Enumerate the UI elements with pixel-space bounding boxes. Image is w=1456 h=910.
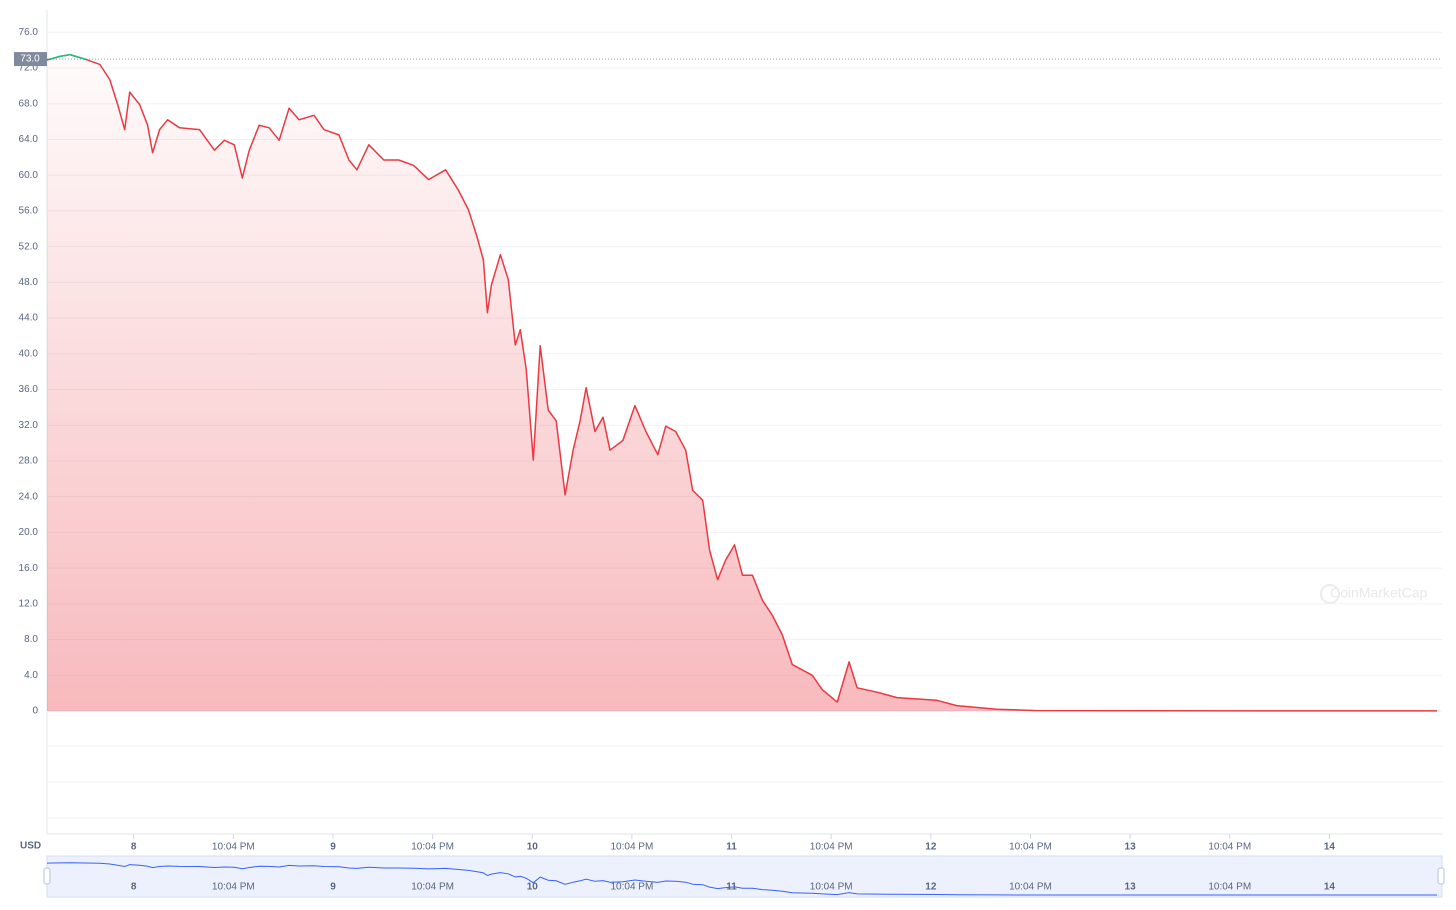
y-tick-label: 76.0 [19, 27, 39, 38]
y-tick-label: 44.0 [19, 313, 39, 324]
y-tick-label: 32.0 [19, 420, 39, 431]
navigator-tick-label: 12 [925, 882, 937, 893]
y-tick-label: 64.0 [19, 134, 39, 145]
watermark-logo [1320, 584, 1340, 604]
y-tick-label: 28.0 [19, 456, 39, 467]
y-tick-label: 52.0 [19, 241, 39, 252]
y-tick-label: 12.0 [19, 598, 39, 609]
currency-label: USD [20, 841, 41, 852]
x-tick-label: 10:04 PM [212, 842, 255, 853]
y-tick-label: 60.0 [19, 170, 39, 181]
y-tick-label: 16.0 [19, 563, 39, 574]
navigator-tick-label: 13 [1125, 882, 1137, 893]
navigator-tick-label: 10:04 PM [212, 882, 255, 893]
y-tick-label: 48.0 [19, 277, 39, 288]
y-tick-label: 24.0 [19, 491, 39, 502]
watermark: CoinMarketCap [1330, 585, 1427, 601]
navigator-handle[interactable] [43, 867, 51, 885]
x-tick-label: 10 [527, 842, 539, 853]
x-tick-label: 9 [330, 842, 336, 853]
x-tick-label: 10:04 PM [1208, 842, 1251, 853]
line [46, 53, 1438, 712]
navigator[interactable] [46, 855, 1443, 898]
navigator-tick-label: 10 [527, 882, 539, 893]
x-tick-label: 8 [131, 842, 137, 853]
navigator-tick-label: 10:04 PM [411, 882, 454, 893]
navigator-tick-label: 14 [1324, 882, 1336, 893]
y-tick-label: 72.0 [19, 63, 39, 74]
navigator-tick-label: 8 [131, 882, 137, 893]
navigator-line [46, 862, 1437, 896]
x-tick-label: 11 [726, 842, 737, 853]
x-tick-label: 10:04 PM [810, 842, 853, 853]
x-tick-label: 13 [1125, 842, 1137, 853]
y-tick-label: 20.0 [19, 527, 39, 538]
reference-label-box [14, 52, 47, 67]
y-tick-label: 4.0 [24, 670, 38, 681]
x-tick-label: 10:04 PM [610, 842, 653, 853]
y-tick-label: 40.0 [19, 348, 39, 359]
navigator-tick-label: 9 [330, 882, 336, 893]
x-tick-label: 12 [925, 842, 937, 853]
x-tick-label: 10:04 PM [1009, 842, 1052, 853]
reference-label: 73.0 [20, 54, 40, 65]
x-tick-label: 10:04 PM [411, 842, 454, 853]
navigator-handle[interactable] [1437, 867, 1445, 885]
y-tick-label: 36.0 [19, 384, 39, 395]
y-tick-label: 8.0 [24, 634, 38, 645]
navigator-tick-label: 10:04 PM [610, 882, 653, 893]
y-tick-label: 68.0 [19, 98, 39, 109]
x-tick-label: 14 [1324, 842, 1336, 853]
y-tick-label: 0 [32, 706, 38, 717]
area [47, 54, 1438, 712]
y-tick-label: 56.0 [19, 206, 39, 217]
navigator-tick-label: 10:04 PM [1009, 882, 1052, 893]
navigator-tick-label: 10:04 PM [810, 882, 853, 893]
navigator-tick-label: 10:04 PM [1208, 882, 1251, 893]
